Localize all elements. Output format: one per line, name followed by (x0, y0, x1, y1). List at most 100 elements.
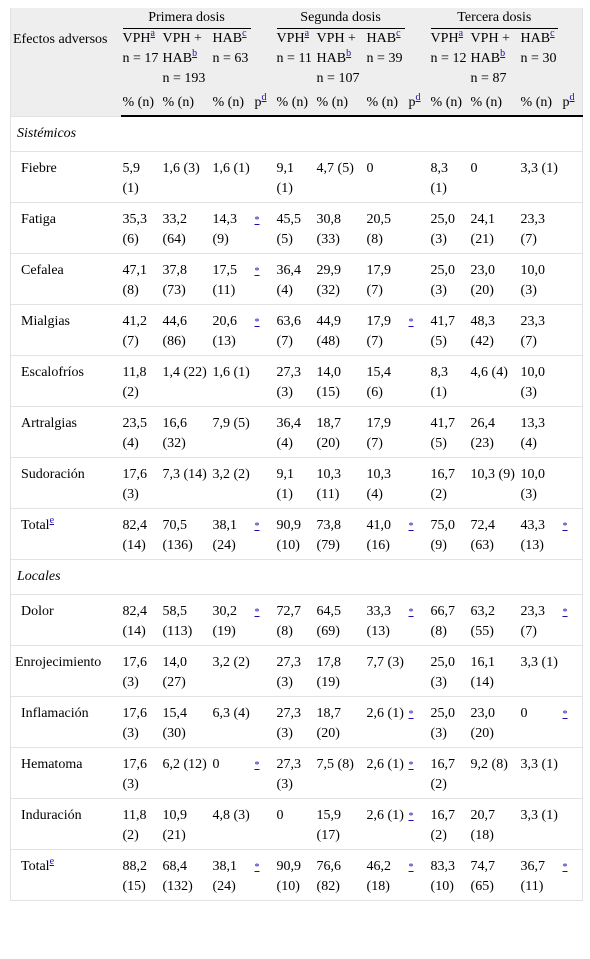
column-header: VPH + HABb n = 107 (314, 29, 365, 89)
p-cell: * (560, 849, 583, 901)
value-cell: 41,7 (5) (428, 304, 469, 356)
cell-value: 1,4 (22) (162, 365, 207, 380)
value-cell: 14,0 (27) (160, 645, 211, 697)
row-label-text: Fiebre (21, 161, 57, 176)
value-cell: 83,3 (10) (428, 849, 469, 901)
cell-value: 6,2 (12) (162, 757, 207, 772)
group-title-text: Primera dosis (122, 8, 251, 29)
p-cell: * (252, 849, 275, 901)
value-cell: 3,2 (2) (210, 645, 253, 697)
significance-link[interactable]: * (408, 521, 414, 532)
footnote-link[interactable]: a (304, 28, 310, 40)
value-cell: 82,4 (14) (120, 594, 161, 646)
unit: % (n) (314, 89, 365, 117)
footnote-link[interactable]: c (550, 28, 555, 40)
cell-value: 26,4 (23) (470, 416, 496, 451)
value-cell: 23,3 (7) (518, 202, 561, 254)
footnote-link[interactable]: d (415, 92, 421, 104)
p-cell: * (252, 747, 275, 799)
row-label-text: Mialgias (21, 314, 70, 329)
row-label-text: Inflamación (21, 706, 89, 721)
cell-value: 17,9 (7) (366, 416, 392, 451)
value-cell: 16,1 (14) (468, 645, 519, 697)
unit: % (n) (364, 89, 407, 117)
column-header: VPHa n = 12 (428, 28, 469, 89)
footnote-link[interactable]: b (346, 48, 352, 60)
value-cell: 10,9 (21) (160, 798, 211, 850)
column-header: HABc n = 39 (364, 26, 407, 89)
cell-value: 20,6 (13) (212, 314, 238, 349)
footnote-link[interactable]: b (192, 48, 198, 60)
row-label: Dolor (10, 594, 121, 646)
p-cell (252, 151, 275, 203)
footnote-link[interactable]: c (242, 28, 247, 40)
footnote-ref: c (396, 26, 400, 39)
value-cell: 27,3 (3) (274, 747, 315, 799)
significance-link[interactable]: * (254, 215, 260, 226)
significance-link[interactable]: * (562, 607, 568, 618)
footnote-ref: b (346, 46, 351, 59)
cell-value: 2,6 (1) (366, 757, 404, 772)
cell-value: 23,0 (20) (470, 706, 496, 741)
value-cell: 17,5 (11) (210, 253, 253, 305)
row-label: Totale (10, 508, 121, 560)
significance-link[interactable]: * (254, 317, 260, 328)
significance-link[interactable]: * (408, 317, 414, 328)
cell-value: 30,2 (19) (212, 604, 238, 639)
cell-value: 15,4 (6) (366, 365, 392, 400)
value-cell: 16,7 (2) (428, 798, 469, 850)
column-n: n = 193 (162, 71, 206, 86)
footnote-link[interactable]: a (458, 28, 464, 40)
cell-value: 41,2 (7) (122, 314, 148, 349)
p-cell: * (406, 696, 429, 748)
significance-link[interactable]: * (254, 862, 260, 873)
value-cell: 16,7 (2) (428, 747, 469, 799)
significance-link[interactable]: * (562, 521, 568, 532)
cell-value: 3,2 (2) (212, 655, 250, 670)
label-header-text: Efectos adversos (13, 32, 108, 47)
significance-link[interactable]: * (254, 266, 260, 277)
value-cell: 37,8 (73) (160, 253, 211, 305)
column-header: HABc n = 30 (518, 28, 561, 89)
value-cell: 10,3 (11) (314, 457, 365, 509)
footnote-link[interactable]: c (396, 28, 401, 40)
footnote-ref: a (305, 26, 309, 39)
footnote-link[interactable]: e (49, 856, 55, 868)
footnote-link[interactable]: d (569, 92, 575, 104)
data-row: Totale 88,2 (15) 68,4 (132) 38,1 (24) * 90,9 … (10, 849, 583, 901)
unit-text: % (n) (276, 95, 309, 110)
value-cell: 44,9 (48) (314, 304, 365, 356)
significance-link[interactable]: * (408, 709, 414, 720)
value-cell: 2,6 (1) (364, 798, 407, 850)
footnote-ref: d (570, 90, 575, 103)
significance-link[interactable]: * (408, 607, 414, 618)
p-cell (406, 202, 429, 254)
row-label-text: Artralgias (21, 416, 77, 431)
value-cell: 16,7 (2) (428, 457, 469, 509)
significance-link[interactable]: * (408, 760, 414, 771)
footnote-link[interactable]: b (500, 48, 506, 60)
significance-link[interactable]: * (254, 521, 260, 532)
row-label: Sudoración (10, 457, 121, 509)
footnote-ref: a (151, 26, 155, 39)
significance-link[interactable]: * (254, 607, 260, 618)
p-cell (406, 151, 429, 203)
significance-link[interactable]: * (562, 709, 568, 720)
value-cell: 76,6 (82) (314, 849, 365, 901)
cell-value: 16,7 (2) (430, 808, 456, 843)
footnote-link[interactable]: a (150, 28, 155, 40)
cell-value: 17,5 (11) (212, 263, 238, 298)
significance-link[interactable]: * (408, 862, 414, 873)
cell-value: 13,3 (4) (520, 416, 546, 451)
value-cell: 10,3 (4) (364, 457, 407, 509)
significance-link[interactable]: * (254, 760, 260, 771)
footnote-link[interactable]: d (261, 92, 267, 104)
value-cell: 17,6 (3) (120, 645, 161, 697)
p-cell: * (252, 304, 275, 356)
significance-link[interactable]: * (408, 811, 414, 822)
cell-value: 7,3 (14) (162, 467, 207, 482)
value-cell: 35,3 (6) (120, 202, 161, 254)
significance-link[interactable]: * (562, 862, 568, 873)
cell-value: 75,0 (9) (430, 518, 456, 553)
footnote-link[interactable]: e (49, 515, 55, 527)
